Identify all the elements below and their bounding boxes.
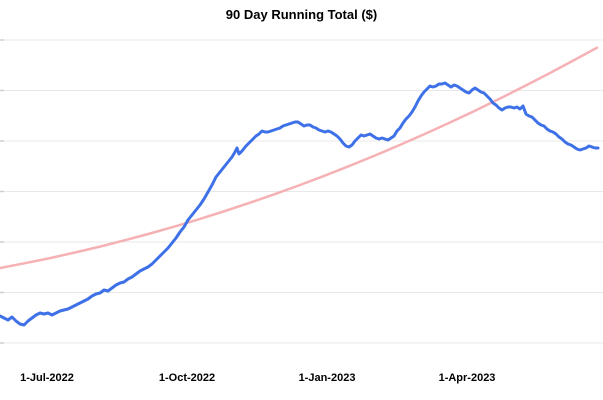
x-tick-label: 1-Jan-2023 [298,372,356,384]
chart-title: 90 Day Running Total ($) [225,7,378,22]
running-total-line [0,81,600,327]
gridlines [0,39,603,344]
x-tick-label: 1-Jul-2022 [20,372,74,384]
trend-line [0,46,599,270]
x-tick-label: 1-Oct-2022 [158,372,216,384]
x-tick-label: 1-Apr-2023 [438,372,496,384]
axis-ticks [0,39,4,344]
